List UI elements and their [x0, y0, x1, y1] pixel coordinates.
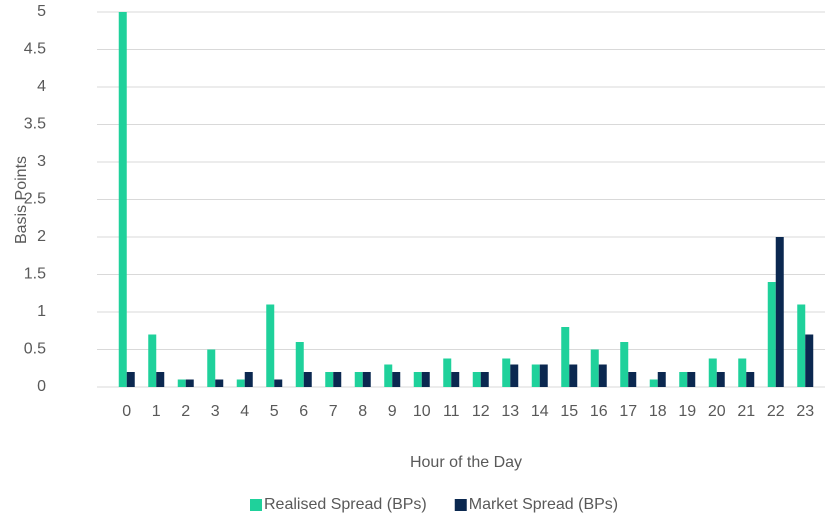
bar [502, 358, 511, 387]
x-tick-label: 22 [767, 403, 785, 420]
x-tick-label: 12 [472, 403, 490, 420]
bar [215, 379, 224, 387]
legend-label: Market Spread (BPs) [469, 496, 618, 513]
y-tick-label: 5 [37, 3, 46, 20]
bar [472, 372, 481, 387]
bar [333, 372, 342, 387]
x-tick-label: 0 [122, 403, 131, 420]
bar [716, 372, 725, 387]
x-tick-label: 6 [299, 403, 308, 420]
x-tick-label: 5 [270, 403, 279, 420]
x-tick-label: 17 [619, 403, 637, 420]
x-tick-label: 13 [501, 403, 519, 420]
x-tick-label: 4 [240, 403, 249, 420]
y-tick-label: 3.5 [24, 116, 46, 133]
bar [767, 282, 776, 387]
bar [392, 372, 401, 387]
bar [443, 358, 452, 387]
bar [590, 349, 599, 387]
x-tick-label: 3 [211, 403, 220, 420]
y-tick-label: 1 [37, 303, 46, 320]
bar [451, 372, 460, 387]
x-tick-label: 11 [443, 403, 460, 420]
bar [598, 364, 607, 387]
bar [805, 334, 814, 387]
bar [362, 372, 371, 387]
x-tick-label: 9 [388, 403, 397, 420]
bar [303, 372, 312, 387]
y-tick-label: 0.5 [24, 341, 46, 358]
x-tick-label: 10 [413, 403, 431, 420]
bar [561, 327, 570, 387]
bar [738, 358, 747, 387]
bar [775, 237, 784, 387]
bar [295, 342, 304, 387]
x-tick-label: 19 [678, 403, 696, 420]
bar [746, 372, 755, 387]
y-tick-label: 2 [37, 228, 46, 245]
x-tick-label: 20 [708, 403, 726, 420]
bar [687, 372, 696, 387]
bar [118, 12, 127, 387]
x-tick-label: 15 [560, 403, 578, 420]
legend-swatch [454, 499, 467, 511]
bar [236, 379, 245, 387]
x-tick-label: 8 [358, 403, 367, 420]
bar [657, 372, 666, 387]
y-tick-label: 1.5 [24, 266, 46, 283]
bar [207, 349, 216, 387]
bar [628, 372, 637, 387]
bar [177, 379, 186, 387]
bar [649, 379, 658, 387]
bar [421, 372, 430, 387]
y-tick-label: 0 [37, 378, 46, 395]
x-tick-label: 18 [649, 403, 667, 420]
x-tick-label: 2 [181, 403, 190, 420]
x-tick-label: 14 [531, 403, 549, 420]
bar [156, 372, 165, 387]
y-tick-label: 3 [37, 153, 46, 170]
bar [679, 372, 688, 387]
bar [539, 364, 548, 387]
bar [480, 372, 489, 387]
bar [126, 372, 135, 387]
bar [413, 372, 422, 387]
y-tick-label: 4 [37, 78, 46, 95]
legend-swatch [250, 499, 262, 511]
bar [244, 372, 253, 387]
bar [148, 334, 157, 387]
y-axis-label: Basis Points [13, 156, 30, 244]
y-tick-label: 2.5 [24, 191, 46, 208]
bar [354, 372, 363, 387]
bar [569, 364, 578, 387]
bar [266, 304, 275, 387]
x-tick-label: 16 [590, 403, 608, 420]
x-tick-label: 1 [152, 403, 161, 420]
y-tick-label: 4.5 [24, 41, 46, 58]
x-tick-label: 7 [329, 403, 338, 420]
bar [797, 304, 806, 387]
x-axis-label: Hour of the Day [410, 454, 522, 471]
bar [325, 372, 334, 387]
bar [185, 379, 194, 387]
bar [708, 358, 717, 387]
x-tick-label: 23 [796, 403, 814, 420]
legend-label: Realised Spread (BPs) [264, 496, 427, 513]
bar [510, 364, 519, 387]
bar [620, 342, 629, 387]
bar [384, 364, 393, 387]
bar [274, 379, 283, 387]
bar [531, 364, 540, 387]
x-tick-label: 21 [737, 403, 755, 420]
